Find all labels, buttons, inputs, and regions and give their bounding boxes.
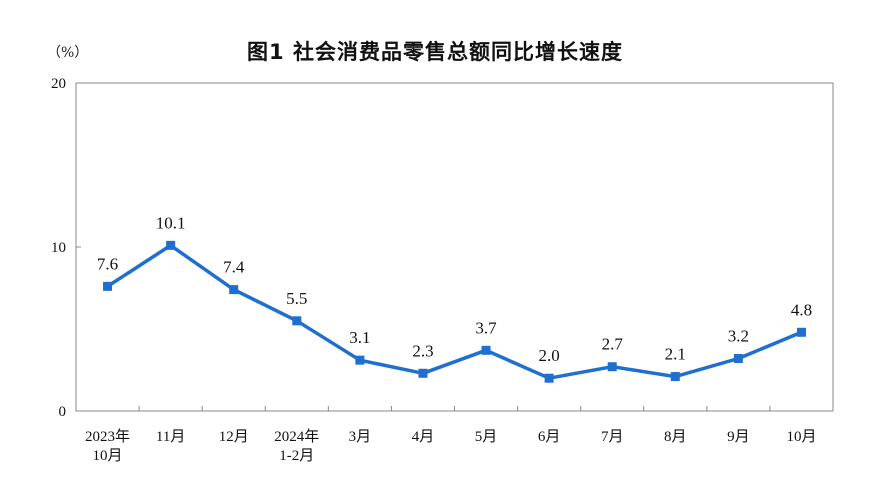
x-tick-label: 12月 [219,429,249,445]
data-labels-group: 7.6 10.1 7.4 5.5 3.1 2.3 3.7 2.0 2.7 2.1 3.2 4.8 [97,213,812,365]
x-tick-label: 2023年 [85,428,130,445]
x-tick-label: 4月 [412,429,435,445]
data-label: 2.0 [539,346,560,365]
data-point [544,373,554,383]
y-tick-label: 20 [51,76,66,92]
x-tick-label: 7月 [601,429,624,445]
y-unit-label: （%） [47,45,89,61]
x-tick-label: 11月 [156,429,185,445]
y-tick-label: 10 [51,240,66,256]
series-line-group [103,240,806,383]
data-label: 3.1 [349,328,370,347]
data-label: 7.6 [97,254,118,273]
data-label: 3.2 [728,327,749,346]
x-tick-label: 8月 [664,429,687,445]
data-point [481,345,491,355]
data-point [103,281,113,291]
x-tick-label: 1-2月 [279,448,314,464]
data-point [607,362,617,372]
data-label: 2.1 [665,345,686,364]
data-label: 5.5 [286,289,307,308]
data-point [796,327,806,337]
x-tick-label: 6月 [538,429,561,445]
x-tick-label: 3月 [349,429,372,445]
y-tick-label: 0 [59,404,67,420]
data-point [292,316,302,326]
data-label: 2.3 [412,341,433,360]
data-label: 10.1 [156,213,186,232]
chart-title: 图1 社会消费品零售总额同比增长速度 [247,40,623,64]
x-tick-label: 9月 [727,429,750,445]
x-tick-label: 10月 [786,429,816,445]
data-label: 2.7 [602,335,624,354]
data-point [355,355,365,365]
data-point [418,368,428,378]
data-label: 4.8 [791,300,812,319]
x-axis: 2023年 10月 11月 12月 2024年 1-2月 3月 4月 5月 6月 7月 8月 9月 10月 [85,406,816,464]
x-tick-label: 2024年 [274,428,319,445]
x-tick-label: 5月 [475,429,498,445]
y-axis: 0 10 20 [51,76,81,420]
data-label: 7.4 [223,258,245,277]
data-point [733,354,743,364]
series-line [105,243,804,380]
x-tick-label: 10月 [93,448,123,464]
data-point [670,372,680,382]
data-label: 3.7 [475,318,497,337]
data-point [229,285,239,295]
data-point [166,240,176,250]
